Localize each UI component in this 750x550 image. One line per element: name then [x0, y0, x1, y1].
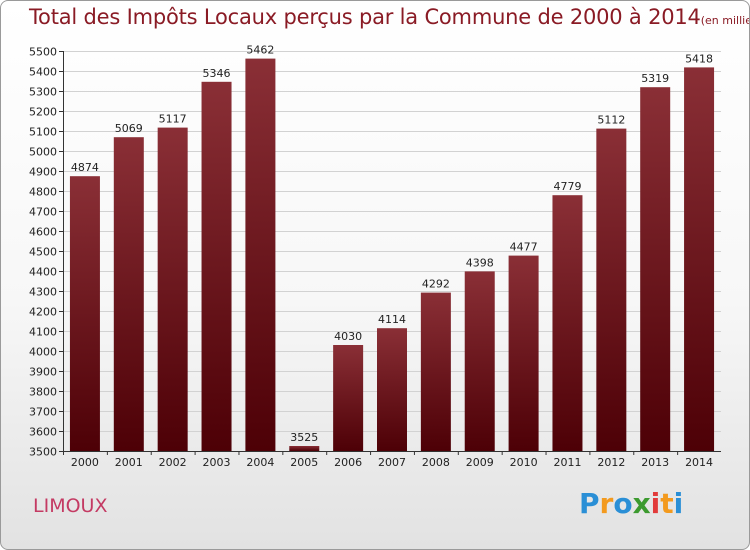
y-tick-label: 5300 — [29, 86, 57, 99]
y-tick-label: 4500 — [29, 246, 57, 259]
y-tick-label: 4200 — [29, 306, 57, 319]
value-label: 5069 — [115, 122, 143, 135]
x-tick-label: 2006 — [334, 456, 362, 469]
y-tick-label: 5100 — [29, 126, 57, 139]
y-tick-label: 5500 — [29, 46, 57, 59]
bar-2009 — [464, 271, 495, 451]
logo-letter: t — [660, 487, 674, 520]
value-label: 4874 — [71, 161, 99, 174]
x-tick-label: 2008 — [422, 456, 450, 469]
x-tick-label: 2010 — [510, 456, 538, 469]
bar-2010 — [508, 255, 539, 451]
x-tick-label: 2013 — [641, 456, 669, 469]
bar-2007 — [377, 328, 407, 451]
y-tick-label: 4800 — [29, 186, 57, 199]
y-tick-label: 4600 — [29, 226, 57, 239]
x-tick-label: 2007 — [378, 456, 406, 469]
value-label: 4477 — [510, 241, 538, 254]
bars — [69, 58, 715, 452]
bar-2001 — [113, 137, 144, 451]
y-tick-label: 3800 — [29, 386, 57, 399]
value-label: 4030 — [334, 330, 362, 343]
bar-2004 — [245, 58, 276, 451]
value-label: 5319 — [641, 72, 669, 85]
value-label: 5462 — [246, 44, 274, 57]
chart-title-unit: (en milliers d'€) — [700, 14, 749, 27]
value-label: 4114 — [378, 313, 406, 326]
bar-2012 — [596, 128, 627, 451]
logo-letter: i — [673, 487, 684, 520]
y-tick-label: 4700 — [29, 206, 57, 219]
axes — [59, 51, 721, 455]
x-tick-label: 2004 — [246, 456, 274, 469]
x-tick-label: 2012 — [597, 456, 625, 469]
y-tick-label: 5000 — [29, 146, 57, 159]
bar-2003 — [201, 81, 232, 452]
y-tick-label: 5400 — [29, 66, 57, 79]
bar-2000 — [69, 176, 100, 451]
logo-letter: x — [632, 487, 651, 520]
bar-2008 — [420, 292, 451, 451]
bar-2005 — [289, 446, 320, 451]
y-tick-label: 4000 — [29, 346, 57, 359]
y-tick-label: 4400 — [29, 266, 57, 279]
y-tick-label: 5200 — [29, 106, 57, 119]
y-tick-label: 4900 — [29, 166, 57, 179]
x-tick-label: 2014 — [685, 456, 713, 469]
bar-2014 — [684, 67, 715, 452]
x-tick-label: 2009 — [466, 456, 494, 469]
chart-title-main: Total des Impôts Locaux perçus par la Co… — [29, 5, 701, 29]
x-tick-label: 2003 — [203, 456, 231, 469]
logo-letter: i — [650, 487, 661, 520]
y-tick-label: 3700 — [29, 406, 57, 419]
x-tick-label: 2011 — [553, 456, 581, 469]
commune-name: LIMOUX — [33, 495, 108, 517]
value-label: 5117 — [159, 113, 187, 126]
x-tick-label: 2001 — [115, 456, 143, 469]
chart-title: Total des Impôts Locaux perçus par la Co… — [29, 5, 749, 29]
value-label: 3525 — [290, 431, 318, 444]
labels: 3500 3600 3700 3800 3900 4000 4100 4200 4300 4400… — [29, 44, 713, 469]
y-tick-label: 3500 — [29, 446, 57, 459]
bar-2011 — [552, 195, 583, 451]
y-tick-label: 4100 — [29, 326, 57, 339]
x-tick-label: 2000 — [71, 456, 99, 469]
x-tick-label: 2005 — [290, 456, 318, 469]
y-tick-label: 4300 — [29, 286, 57, 299]
value-label: 5112 — [597, 114, 625, 127]
bar-2002 — [157, 127, 188, 451]
value-label: 4398 — [466, 256, 494, 269]
y-tick-label: 3600 — [29, 426, 57, 439]
x-tick-label: 2002 — [159, 456, 187, 469]
logo-letter: o — [613, 487, 633, 520]
proxiti-logo[interactable]: Proxiti — [579, 487, 683, 520]
value-label: 4292 — [422, 278, 450, 291]
bar-2013 — [640, 87, 671, 451]
bar-2006 — [333, 345, 364, 451]
logo-letter: r — [599, 487, 614, 520]
value-label: 5346 — [203, 67, 231, 80]
value-label: 4779 — [553, 180, 581, 193]
value-label: 5418 — [685, 52, 713, 65]
y-tick-label: 3900 — [29, 366, 57, 379]
logo-letter: P — [579, 487, 600, 520]
